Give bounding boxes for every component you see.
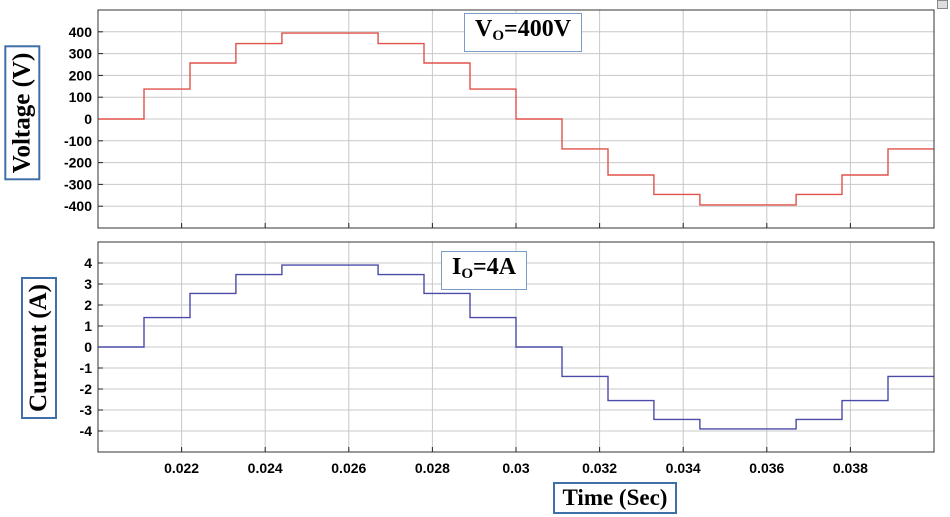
window-corner-icon [937, 0, 948, 9]
current-waveform-line [98, 264, 934, 430]
voltage-axis-label: Voltage (V) [3, 45, 40, 181]
voltage-y-tick-label: -400 [64, 198, 92, 214]
current-y-tick-label: 2 [84, 297, 92, 313]
x-tick-label: 0.026 [331, 460, 366, 476]
x-tick-label: 0.024 [248, 460, 283, 476]
current-y-tick-label: -2 [80, 381, 93, 397]
voltage-axes-frame [97, 9, 935, 229]
current-y-tick-label: -4 [80, 423, 93, 439]
x-tick-label: 0.03 [502, 460, 529, 476]
current-axis-label: Current (A) [20, 277, 57, 419]
voltage-y-tick-label: -100 [64, 133, 92, 149]
voltage-y-tick-label: 0 [84, 111, 92, 127]
x-tick-label: 0.028 [415, 460, 450, 476]
current-y-tick-label: 1 [84, 318, 92, 334]
current-y-tick-label: 4 [84, 255, 92, 271]
voltage-waveform-line [98, 32, 934, 206]
current-y-tick-label: -3 [80, 402, 93, 418]
x-tick-label: 0.022 [164, 460, 199, 476]
voltage-y-tick-label: -300 [64, 176, 92, 192]
voltage-y-tick-label: 300 [69, 46, 93, 62]
current-annotation: IO=4A [441, 251, 528, 290]
x-tick-label: 0.034 [666, 460, 701, 476]
x-tick-label: 0.038 [833, 460, 868, 476]
x-tick-label: 0.036 [749, 460, 784, 476]
voltage-y-tick-label: 400 [69, 24, 93, 40]
current-y-tick-label: 0 [84, 339, 92, 355]
voltage-y-tick-label: 100 [69, 89, 93, 105]
voltage-annotation: VO=400V [464, 13, 583, 52]
voltage-y-tick-label: 200 [69, 67, 93, 83]
current-y-tick-label: 3 [84, 276, 92, 292]
x-tick-label: 0.032 [582, 460, 617, 476]
current-axes-frame [97, 241, 935, 453]
time-axis-label: Time (Sec) [552, 482, 678, 514]
current-y-tick-label: -1 [80, 360, 93, 376]
voltage-y-tick-label: -200 [64, 155, 92, 171]
